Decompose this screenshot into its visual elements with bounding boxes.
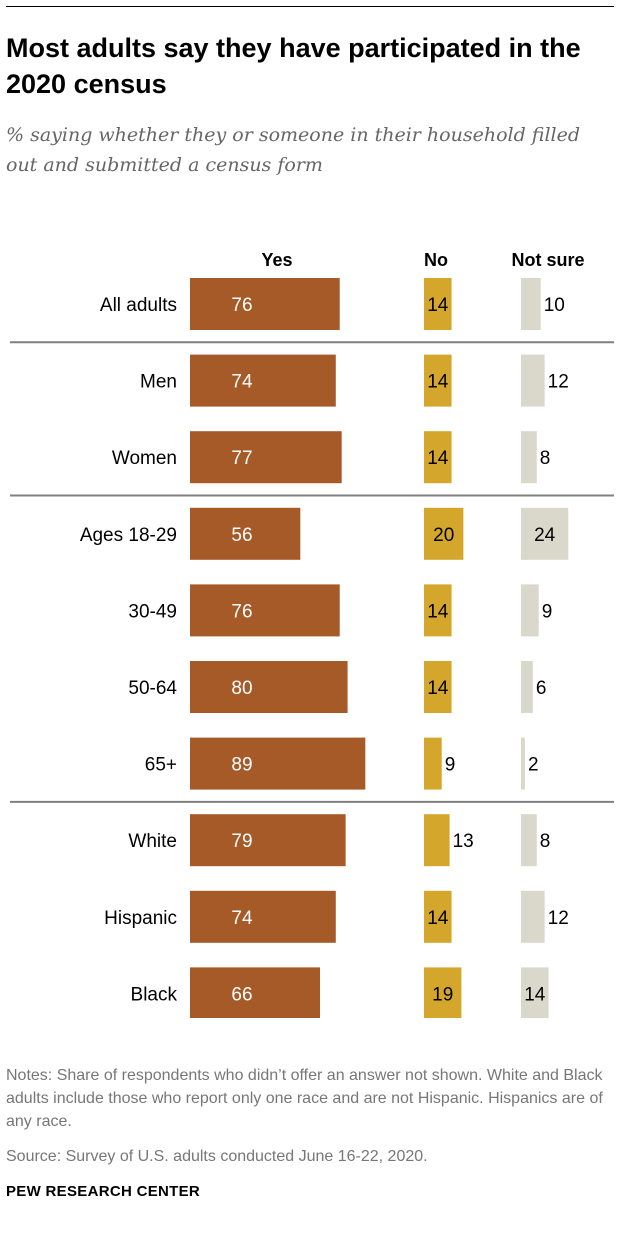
bar-yes (190, 431, 342, 484)
bar-yes (190, 507, 301, 560)
bar-not-sure (521, 507, 569, 560)
category-label: 50-64 (128, 678, 177, 699)
bar-yes (190, 584, 340, 637)
category-label: Ages 18-29 (80, 525, 177, 546)
data-label: 14 (427, 908, 449, 929)
column-header: No (424, 250, 448, 270)
category-label: 30-49 (128, 601, 177, 622)
data-label: 6 (536, 678, 547, 699)
category-label: Hispanic (104, 908, 177, 929)
category-label: 65+ (145, 755, 177, 776)
bar-no (424, 584, 452, 637)
bar-no (424, 354, 452, 407)
data-label: 14 (427, 601, 449, 622)
data-label: 66 (231, 984, 252, 1005)
bar-no (424, 967, 462, 1018)
category-label: Women (112, 448, 177, 469)
data-label: 56 (231, 525, 252, 546)
data-label: 9 (542, 601, 553, 622)
bar-no (424, 737, 442, 790)
bar-no (424, 814, 450, 867)
bar-no (424, 890, 452, 943)
bar-yes (190, 354, 336, 407)
bar-chart: Yes No Not sure All adults 76 14 10 Men 74 14 12 Wo… (10, 250, 614, 1018)
data-label: 14 (524, 984, 546, 1005)
bar-no (424, 507, 464, 560)
category-label: Men (140, 372, 177, 393)
brand-logo-text: PEW RESEARCH CENTER (6, 1183, 201, 1200)
bar-not-sure (521, 814, 537, 867)
data-label: 80 (231, 678, 252, 699)
bar-yes (190, 967, 321, 1018)
bar-yes (190, 278, 340, 330)
category-label: All adults (100, 295, 177, 316)
chart-notes: Notes: Share of respondents who didn’t o… (6, 1067, 603, 1130)
data-label: 79 (231, 831, 252, 852)
data-label: 13 (453, 831, 474, 852)
bar-not-sure (521, 431, 537, 484)
data-label: 2 (528, 755, 539, 776)
data-label: 77 (231, 448, 252, 469)
bar-not-sure (521, 967, 549, 1018)
data-label: 19 (432, 984, 453, 1005)
bar-not-sure (521, 661, 533, 713)
bar-not-sure (521, 278, 541, 330)
data-label: 12 (548, 908, 569, 929)
column-header: Yes (261, 250, 292, 270)
chart-source: Source: Survey of U.S. adults conducted … (6, 1148, 428, 1165)
bar-no (424, 661, 452, 713)
bar-not-sure (521, 890, 545, 943)
bar-not-sure (521, 584, 539, 637)
bar-yes (190, 661, 348, 713)
data-label: 14 (427, 295, 449, 316)
data-label: 10 (544, 295, 565, 316)
top-rule (6, 6, 614, 7)
data-label: 12 (548, 372, 569, 393)
data-label: 14 (427, 678, 449, 699)
bar-not-sure (521, 354, 545, 407)
bar-no (424, 278, 452, 330)
category-label: White (128, 831, 177, 852)
data-label: 8 (540, 831, 551, 852)
column-header: Not sure (511, 250, 584, 270)
data-label: 76 (231, 295, 252, 316)
data-label: 74 (231, 908, 253, 929)
chart-title: Most adults say they have participated i… (6, 33, 581, 99)
category-label: Black (131, 984, 178, 1005)
data-label: 8 (540, 448, 551, 469)
data-label: 74 (231, 372, 253, 393)
bar-no (424, 431, 452, 484)
bar-not-sure (521, 737, 525, 790)
data-label: 24 (534, 525, 556, 546)
data-label: 14 (427, 448, 449, 469)
bar-yes (190, 890, 336, 943)
chart-subtitle: % saying whether they or someone in thei… (6, 124, 581, 176)
data-label: 76 (231, 601, 252, 622)
data-label: 89 (231, 755, 252, 776)
data-label: 9 (445, 755, 456, 776)
bar-yes (190, 814, 346, 867)
data-label: 14 (427, 372, 449, 393)
data-label: 20 (433, 525, 454, 546)
bar-yes (190, 737, 366, 790)
